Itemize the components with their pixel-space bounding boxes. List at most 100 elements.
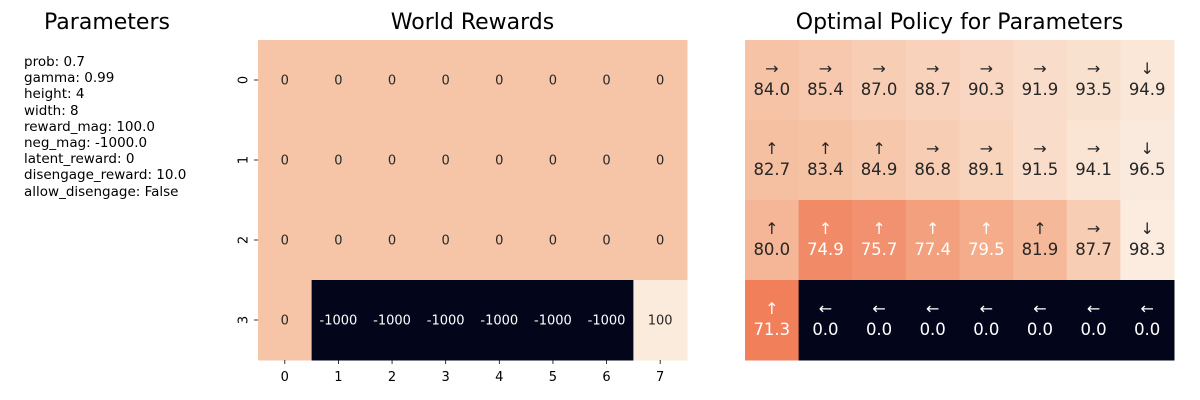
heatmap-cell bbox=[579, 200, 634, 281]
heatmap-cell bbox=[798, 120, 853, 201]
x-tick-label: 4 bbox=[495, 370, 503, 385]
cell-arrow-label: → bbox=[1087, 219, 1100, 238]
cell-value-label: 0 bbox=[442, 234, 450, 249]
cell-value-label: 0 bbox=[334, 154, 342, 169]
cell-value-label: 0.0 bbox=[812, 320, 838, 339]
y-tick-label: 0 bbox=[237, 76, 252, 84]
cell-value-label: 86.8 bbox=[914, 160, 951, 179]
cell-arrow-label: ↑ bbox=[980, 219, 993, 238]
cell-arrow-label: ↑ bbox=[872, 139, 885, 158]
cell-value-label: 0 bbox=[281, 314, 289, 329]
cell-value-label: 0 bbox=[388, 74, 396, 89]
x-tick-label: 6 bbox=[602, 370, 610, 385]
cell-value-label: 84.9 bbox=[861, 160, 898, 179]
cell-arrow-label: ← bbox=[1087, 299, 1100, 318]
heatmap-cell bbox=[258, 280, 313, 361]
heatmap-cell bbox=[798, 40, 853, 121]
heatmap-cell bbox=[1120, 280, 1175, 361]
cell-arrow-label: → bbox=[765, 59, 778, 78]
cell-value-label: 82.7 bbox=[753, 160, 790, 179]
cell-arrow-label: ↑ bbox=[819, 219, 832, 238]
cell-value-label: -1000 bbox=[427, 314, 465, 329]
heatmap-cell bbox=[633, 120, 688, 201]
heatmap-cell bbox=[258, 200, 313, 281]
cell-value-label: 85.4 bbox=[807, 80, 844, 99]
cell-arrow-label: → bbox=[1033, 139, 1046, 158]
cell-value-label: 90.3 bbox=[968, 80, 1005, 99]
cell-value-label: 0 bbox=[281, 74, 289, 89]
heatmap-cell bbox=[311, 200, 366, 281]
cell-value-label: 100 bbox=[648, 314, 673, 329]
cell-value-label: 0 bbox=[602, 74, 610, 89]
heatmap-cell bbox=[526, 200, 581, 281]
cell-value-label: 0 bbox=[334, 74, 342, 89]
optimal-policy-title: Optimal Policy for Parameters bbox=[795, 10, 1124, 35]
heatmap-cell bbox=[1013, 120, 1068, 201]
heatmap-cell bbox=[959, 200, 1014, 281]
cell-arrow-label: → bbox=[1087, 139, 1100, 158]
parameter-line: prob: 0.7 bbox=[24, 54, 85, 70]
cell-value-label: 87.7 bbox=[1075, 240, 1112, 259]
heatmap-cell bbox=[579, 120, 634, 201]
heatmap-cell bbox=[472, 280, 527, 361]
cell-value-label: 89.1 bbox=[968, 160, 1005, 179]
cell-arrow-label: ← bbox=[926, 299, 939, 318]
cell-arrow-label: ↑ bbox=[765, 219, 778, 238]
cell-value-label: 93.5 bbox=[1075, 80, 1112, 99]
heatmap-cell bbox=[311, 40, 366, 121]
heatmap-cell bbox=[311, 120, 366, 201]
cell-value-label: -1000 bbox=[534, 314, 572, 329]
heatmap-cell bbox=[745, 120, 800, 201]
parameter-line: disengage_reward: 10.0 bbox=[24, 167, 187, 184]
optimal-policy-heatmap: → 84.0 → 85.4 → 87.0 → 88.7 → 90.3 → 91.9 → 93.5 ↓ 94.9… bbox=[745, 40, 1175, 361]
cell-value-label: 0 bbox=[495, 234, 503, 249]
cell-arrow-label: → bbox=[980, 139, 993, 158]
heatmap-cell bbox=[1066, 40, 1121, 121]
parameter-line: reward_mag: 100.0 bbox=[24, 118, 155, 135]
cell-value-label: 81.9 bbox=[1022, 240, 1059, 259]
cell-value-label: 0 bbox=[334, 234, 342, 249]
heatmap-cell bbox=[633, 280, 688, 361]
parameter-line: allow_disengage: False bbox=[24, 183, 179, 200]
heatmap-cell bbox=[633, 40, 688, 121]
heatmap-cell bbox=[1013, 200, 1068, 281]
cell-arrow-label: ↓ bbox=[1140, 219, 1153, 238]
cell-value-label: 0 bbox=[495, 154, 503, 169]
heatmap-cell bbox=[959, 280, 1014, 361]
cell-value-label: 94.1 bbox=[1075, 160, 1112, 179]
cell-arrow-label: ← bbox=[1140, 299, 1153, 318]
cell-value-label: 87.0 bbox=[861, 80, 898, 99]
x-tick-label: 7 bbox=[656, 370, 664, 385]
world-rewards-heatmap: 0 0 0 0 0 0 0 0 0 0 0 0 0 0 0 0 0 0 0 0 0 0 0 0 0 -1000 -1000 -1000… bbox=[237, 40, 688, 385]
parameter-line: height: 4 bbox=[24, 86, 85, 103]
heatmap-cell bbox=[365, 120, 420, 201]
heatmap-cell bbox=[852, 200, 907, 281]
y-tick-label: 1 bbox=[237, 156, 252, 164]
heatmap-cell bbox=[258, 40, 313, 121]
heatmap-cell bbox=[1066, 200, 1121, 281]
cell-value-label: 0 bbox=[656, 154, 664, 169]
heatmap-cell bbox=[526, 280, 581, 361]
heatmap-cell bbox=[418, 280, 473, 361]
cell-arrow-label: → bbox=[872, 59, 885, 78]
heatmap-cell bbox=[1120, 120, 1175, 201]
y-tick-label: 3 bbox=[237, 316, 252, 324]
parameter-line: neg_mag: -1000.0 bbox=[24, 135, 148, 152]
heatmap-cell bbox=[1120, 40, 1175, 121]
heatmap-cell bbox=[1066, 280, 1121, 361]
cell-value-label: 0.0 bbox=[866, 320, 892, 339]
cell-value-label: -1000 bbox=[588, 314, 626, 329]
cell-value-label: 0 bbox=[495, 74, 503, 89]
heatmap-cell bbox=[905, 40, 960, 121]
cell-arrow-label: ↑ bbox=[872, 219, 885, 238]
cell-value-label: 0.0 bbox=[920, 320, 946, 339]
cell-arrow-label: ← bbox=[872, 299, 885, 318]
heatmap-cell bbox=[959, 40, 1014, 121]
cell-arrow-label: ← bbox=[819, 299, 832, 318]
cell-value-label: 0.0 bbox=[973, 320, 999, 339]
cell-value-label: -1000 bbox=[480, 314, 518, 329]
cell-arrow-label: ↓ bbox=[1140, 59, 1153, 78]
cell-arrow-label: → bbox=[926, 59, 939, 78]
heatmap-cell bbox=[959, 120, 1014, 201]
